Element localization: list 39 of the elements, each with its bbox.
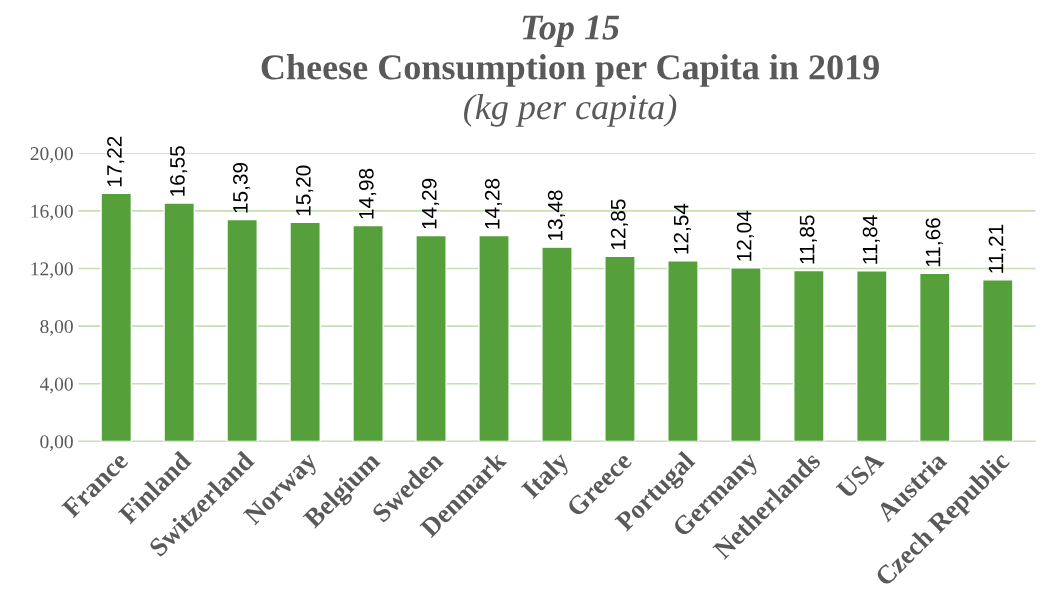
bar: [289, 221, 321, 442]
data-label: 12,04: [736, 210, 754, 261]
y-tick-label: 4,00: [39, 377, 73, 394]
data-label: 14,29: [421, 178, 440, 229]
bar: [981, 279, 1014, 442]
chart-subtitle: Cheese Consumption per Capita in 2019: [261, 54, 879, 87]
y-tick-label: 12,00: [31, 262, 73, 279]
data-label: 14,28: [484, 178, 503, 229]
data-label: 15,39: [233, 162, 251, 213]
data-label: 11,21: [988, 224, 1006, 273]
data-label: 16,55: [170, 146, 188, 196]
bar: [541, 246, 573, 442]
data-label: 12,54: [673, 203, 691, 254]
data-label: 11,85: [799, 215, 817, 264]
y-tick-label: 8,00: [40, 319, 73, 336]
bar: [793, 269, 825, 442]
bar: [604, 255, 636, 442]
y-tick-label: 16,00: [31, 204, 73, 221]
bar: [667, 260, 699, 442]
text: (kg per capita): [464, 93, 677, 127]
bar: [226, 218, 258, 442]
bar: [352, 224, 384, 442]
data-label: 17,22: [107, 136, 125, 187]
data-label: 15,20: [295, 165, 314, 216]
data-label: 11,66: [925, 218, 943, 267]
bar: [478, 234, 510, 442]
data-label: 14,98: [358, 168, 377, 219]
data-label: 12,85: [610, 199, 629, 250]
bar: [415, 234, 447, 442]
y-tick-label: 20,00: [30, 147, 73, 163]
bar: [730, 267, 762, 442]
bar: [856, 270, 888, 442]
bar: [100, 192, 133, 442]
bar: [163, 202, 196, 442]
data-label: 11,84: [862, 215, 880, 264]
chart-title: Top 15: [522, 15, 620, 48]
y-tick-label: 0,00: [40, 435, 73, 452]
data-label: 13,48: [547, 190, 566, 241]
bar: [918, 272, 951, 442]
